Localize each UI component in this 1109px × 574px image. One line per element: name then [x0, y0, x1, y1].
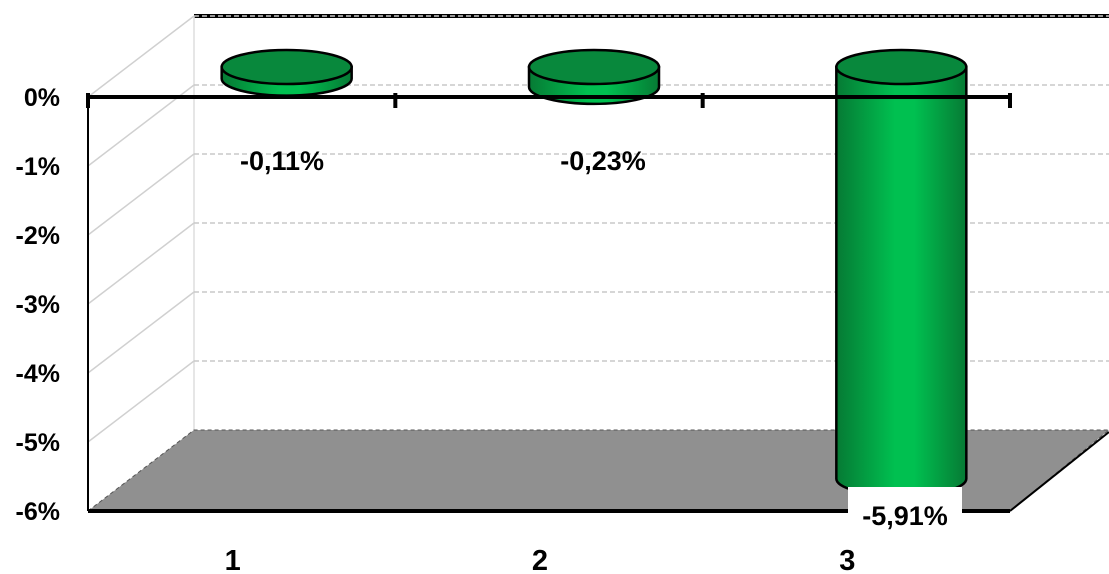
- bar-1: [220, 48, 353, 97]
- side-wall-gridline: [87, 222, 195, 305]
- y-tick-label: -5%: [16, 429, 60, 457]
- bar-top-cap: [835, 48, 968, 86]
- side-wall-gridline: [87, 153, 195, 236]
- y-tick-label: -6%: [16, 498, 60, 526]
- y-tick-label: -1%: [16, 153, 60, 181]
- x-tick-label: 1: [225, 545, 241, 574]
- bars-layer: [220, 48, 968, 498]
- bar-body: [835, 65, 968, 498]
- data-label: -0,11%: [240, 146, 324, 176]
- y-tick-label: -2%: [16, 222, 60, 250]
- data-label-background: [848, 487, 962, 535]
- side-wall-gridline: [87, 15, 195, 98]
- bar-2: [527, 48, 661, 106]
- floor-right-edge: [1009, 431, 1109, 512]
- bar-top-cap: [527, 48, 661, 86]
- bar-3: [835, 48, 968, 498]
- y-tick-label: -3%: [16, 291, 60, 319]
- x-tick-label: 2: [532, 545, 548, 574]
- labels-layer: 0% -1% -2% -3% -4% -5% -6% -0,11% 1 -0,23% 2 -5,91%…: [16, 84, 962, 574]
- y-tick-label: -4%: [16, 360, 60, 388]
- data-label: -0,23%: [560, 146, 646, 176]
- ticks-layer: [86, 93, 1012, 108]
- side-wall-gridline: [87, 291, 195, 374]
- bar-top-cap: [220, 48, 353, 86]
- data-label: -5,91%: [862, 501, 948, 531]
- x-tick-label: 3: [839, 545, 855, 574]
- side-wall-gridline: [87, 360, 195, 443]
- y-tick-label: 0%: [24, 84, 60, 112]
